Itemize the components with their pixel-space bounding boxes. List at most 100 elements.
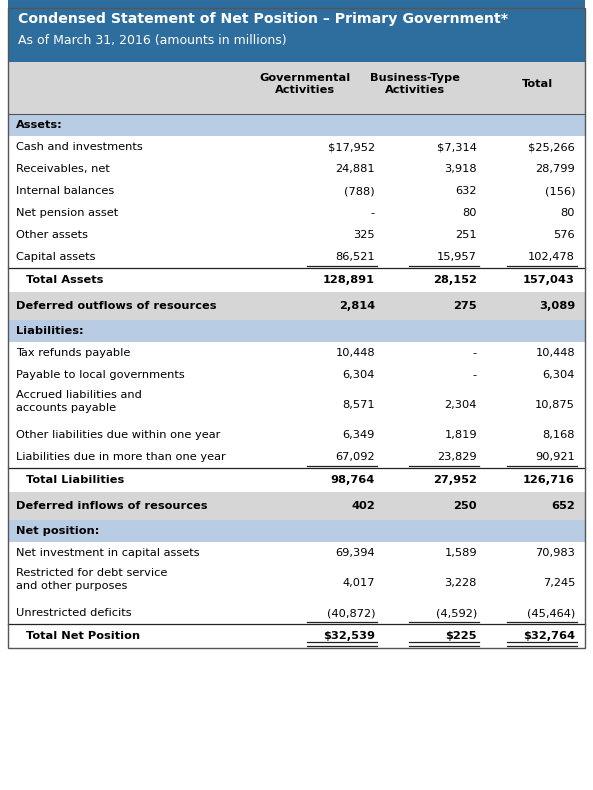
- Bar: [8, 292, 585, 320]
- Bar: [8, 468, 585, 492]
- Bar: [8, 8, 585, 648]
- Text: 69,394: 69,394: [336, 548, 375, 558]
- Text: Net investment in capital assets: Net investment in capital assets: [16, 548, 200, 558]
- Text: Payable to local governments: Payable to local governments: [16, 370, 185, 380]
- Text: 251: 251: [455, 230, 477, 240]
- Text: Net position:: Net position:: [16, 526, 100, 536]
- Text: 1,819: 1,819: [444, 430, 477, 440]
- Text: 2,814: 2,814: [339, 301, 375, 311]
- Bar: [8, 492, 585, 520]
- Bar: [8, 224, 585, 246]
- Text: Assets:: Assets:: [16, 120, 63, 130]
- Text: 652: 652: [551, 501, 575, 511]
- Text: 8,168: 8,168: [543, 430, 575, 440]
- Text: $25,266: $25,266: [528, 142, 575, 152]
- Bar: [8, 520, 585, 542]
- Text: Business-Type
Activities: Business-Type Activities: [370, 73, 460, 96]
- Text: 28,152: 28,152: [433, 275, 477, 285]
- Text: (4,592): (4,592): [436, 608, 477, 618]
- Text: 402: 402: [351, 501, 375, 511]
- Text: 128,891: 128,891: [323, 275, 375, 285]
- Bar: [8, 386, 585, 424]
- Text: 3,918: 3,918: [444, 164, 477, 174]
- Text: $225: $225: [445, 631, 477, 641]
- Text: 67,092: 67,092: [336, 452, 375, 462]
- Text: Total: Total: [522, 79, 554, 89]
- Text: 102,478: 102,478: [528, 252, 575, 262]
- Text: 70,983: 70,983: [535, 548, 575, 558]
- Text: 10,448: 10,448: [535, 348, 575, 358]
- Text: Total Liabilities: Total Liabilities: [26, 475, 125, 485]
- Bar: [8, 180, 585, 202]
- Bar: [8, 246, 585, 268]
- Bar: [8, 114, 585, 136]
- Text: Accrued liabilities and
accounts payable: Accrued liabilities and accounts payable: [16, 390, 142, 413]
- Text: 27,952: 27,952: [433, 475, 477, 485]
- Text: 86,521: 86,521: [336, 252, 375, 262]
- Text: 632: 632: [455, 186, 477, 196]
- Text: 90,921: 90,921: [535, 452, 575, 462]
- Text: Total Net Position: Total Net Position: [26, 631, 140, 641]
- Text: 98,764: 98,764: [331, 475, 375, 485]
- Text: Receivables, net: Receivables, net: [16, 164, 110, 174]
- Text: Cash and investments: Cash and investments: [16, 142, 143, 152]
- Text: Condensed Statement of Net Position – Primary Government*: Condensed Statement of Net Position – Pr…: [18, 12, 508, 26]
- Text: 157,043: 157,043: [523, 275, 575, 285]
- Text: 10,448: 10,448: [336, 348, 375, 358]
- Bar: [8, 342, 585, 364]
- Text: $7,314: $7,314: [437, 142, 477, 152]
- Text: (45,464): (45,464): [527, 608, 575, 618]
- Bar: [8, 564, 585, 602]
- Text: -: -: [371, 208, 375, 218]
- Text: 325: 325: [353, 230, 375, 240]
- Bar: [8, 364, 585, 386]
- Text: (156): (156): [544, 186, 575, 196]
- Bar: [8, 542, 585, 564]
- Text: Capital assets: Capital assets: [16, 252, 95, 262]
- Text: 80: 80: [560, 208, 575, 218]
- Text: Total Assets: Total Assets: [26, 275, 103, 285]
- Text: 23,829: 23,829: [438, 452, 477, 462]
- Text: 576: 576: [553, 230, 575, 240]
- Bar: [8, 268, 585, 292]
- Text: Other liabilities due within one year: Other liabilities due within one year: [16, 430, 221, 440]
- Text: 4,017: 4,017: [343, 578, 375, 588]
- Bar: [8, 624, 585, 648]
- Text: Internal balances: Internal balances: [16, 186, 114, 196]
- Text: -: -: [473, 348, 477, 358]
- Text: 8,571: 8,571: [342, 400, 375, 410]
- Bar: [8, 158, 585, 180]
- Text: 3,228: 3,228: [445, 578, 477, 588]
- Text: (788): (788): [345, 186, 375, 196]
- Text: 10,875: 10,875: [535, 400, 575, 410]
- Text: Governmental
Activities: Governmental Activities: [259, 73, 350, 96]
- Text: 126,716: 126,716: [523, 475, 575, 485]
- Text: $17,952: $17,952: [328, 142, 375, 152]
- Text: Tax refunds payable: Tax refunds payable: [16, 348, 130, 358]
- Text: 80: 80: [463, 208, 477, 218]
- Text: Deferred outflows of resources: Deferred outflows of resources: [16, 301, 216, 311]
- Text: Other assets: Other assets: [16, 230, 88, 240]
- Text: 24,881: 24,881: [336, 164, 375, 174]
- Text: (40,872): (40,872): [327, 608, 375, 618]
- Text: Liabilities due in more than one year: Liabilities due in more than one year: [16, 452, 226, 462]
- Text: Deferred inflows of resources: Deferred inflows of resources: [16, 501, 208, 511]
- Text: -: -: [473, 370, 477, 380]
- Text: Unrestricted deficits: Unrestricted deficits: [16, 608, 132, 618]
- Text: Restricted for debt service
and other purposes: Restricted for debt service and other pu…: [16, 568, 167, 591]
- Text: $32,764: $32,764: [523, 631, 575, 641]
- Bar: [8, 424, 585, 446]
- Text: 7,245: 7,245: [543, 578, 575, 588]
- Bar: [8, 320, 585, 342]
- Text: 3,089: 3,089: [539, 301, 575, 311]
- Text: 250: 250: [454, 501, 477, 511]
- Bar: [8, 202, 585, 224]
- Text: 28,799: 28,799: [535, 164, 575, 174]
- Text: Net pension asset: Net pension asset: [16, 208, 118, 218]
- Text: 6,349: 6,349: [343, 430, 375, 440]
- Bar: [8, 446, 585, 468]
- Bar: [8, 0, 585, 62]
- Text: 6,304: 6,304: [343, 370, 375, 380]
- Text: 2,304: 2,304: [445, 400, 477, 410]
- Text: 6,304: 6,304: [543, 370, 575, 380]
